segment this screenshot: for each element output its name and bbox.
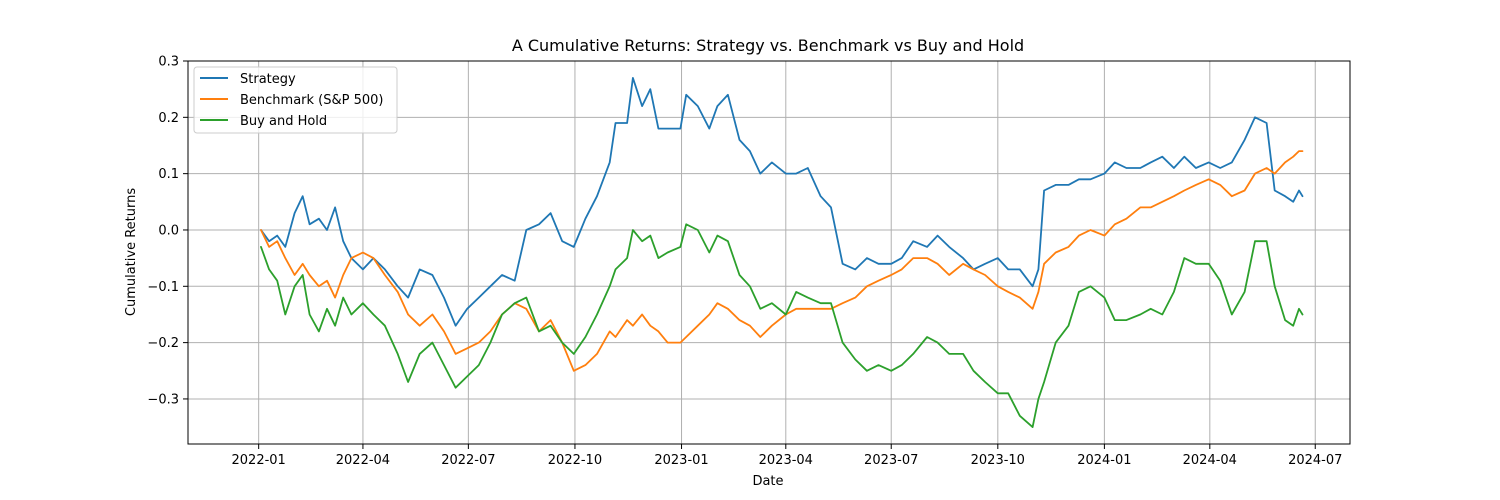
y-tick-label: 0.2 bbox=[158, 111, 179, 126]
x-axis-label: Date bbox=[752, 474, 783, 489]
legend-label-strategy: Strategy bbox=[240, 72, 296, 87]
chart-title: A Cumulative Returns: Strategy vs. Bench… bbox=[512, 36, 1024, 55]
x-tick-label: 2023-01 bbox=[654, 453, 708, 468]
y-tick-label: 0.1 bbox=[158, 167, 179, 182]
x-axis: 2022-01 2022-04 2022-07 2022-10 2023-01 2023-… bbox=[232, 444, 1342, 468]
x-tick-label: 2023-07 bbox=[864, 453, 918, 468]
series-group bbox=[260, 77, 1304, 428]
plot-frame bbox=[187, 60, 1351, 445]
x-tick-label: 2022-01 bbox=[232, 453, 286, 468]
y-tick-label: −0.3 bbox=[147, 392, 179, 407]
x-tick-label: 2023-04 bbox=[759, 453, 813, 468]
y-axis-label: Cumulative Returns bbox=[124, 188, 139, 316]
x-tick-label: 2024-07 bbox=[1288, 453, 1342, 468]
series-line-buy-and-hold bbox=[260, 223, 1304, 428]
legend: Strategy Benchmark (S&P 500) Buy and Hold bbox=[193, 66, 398, 134]
x-tick-label: 2024-04 bbox=[1183, 453, 1237, 468]
x-tick-label: 2022-04 bbox=[336, 453, 390, 468]
legend-label-buy-and-hold: Buy and Hold bbox=[240, 114, 327, 129]
x-tick-label: 2022-07 bbox=[441, 453, 495, 468]
y-tick-label: 0.0 bbox=[158, 223, 179, 238]
y-axis: −0.3 −0.2 −0.1 0.0 0.1 0.2 0.3 bbox=[147, 55, 188, 407]
x-tick-label: 2022-10 bbox=[548, 453, 602, 468]
series-line-benchmark-s-p-500 bbox=[260, 150, 1304, 372]
series-line-strategy bbox=[260, 77, 1304, 327]
x-tick-label: 2023-10 bbox=[971, 453, 1025, 468]
legend-box bbox=[193, 66, 398, 134]
legend-label-benchmark-s-p-500: Benchmark (S&P 500) bbox=[240, 93, 384, 108]
x-tick-label: 2024-01 bbox=[1077, 453, 1131, 468]
y-tick-label: 0.3 bbox=[158, 55, 179, 70]
y-tick-label: −0.2 bbox=[147, 336, 179, 351]
y-tick-label: −0.1 bbox=[147, 280, 179, 295]
